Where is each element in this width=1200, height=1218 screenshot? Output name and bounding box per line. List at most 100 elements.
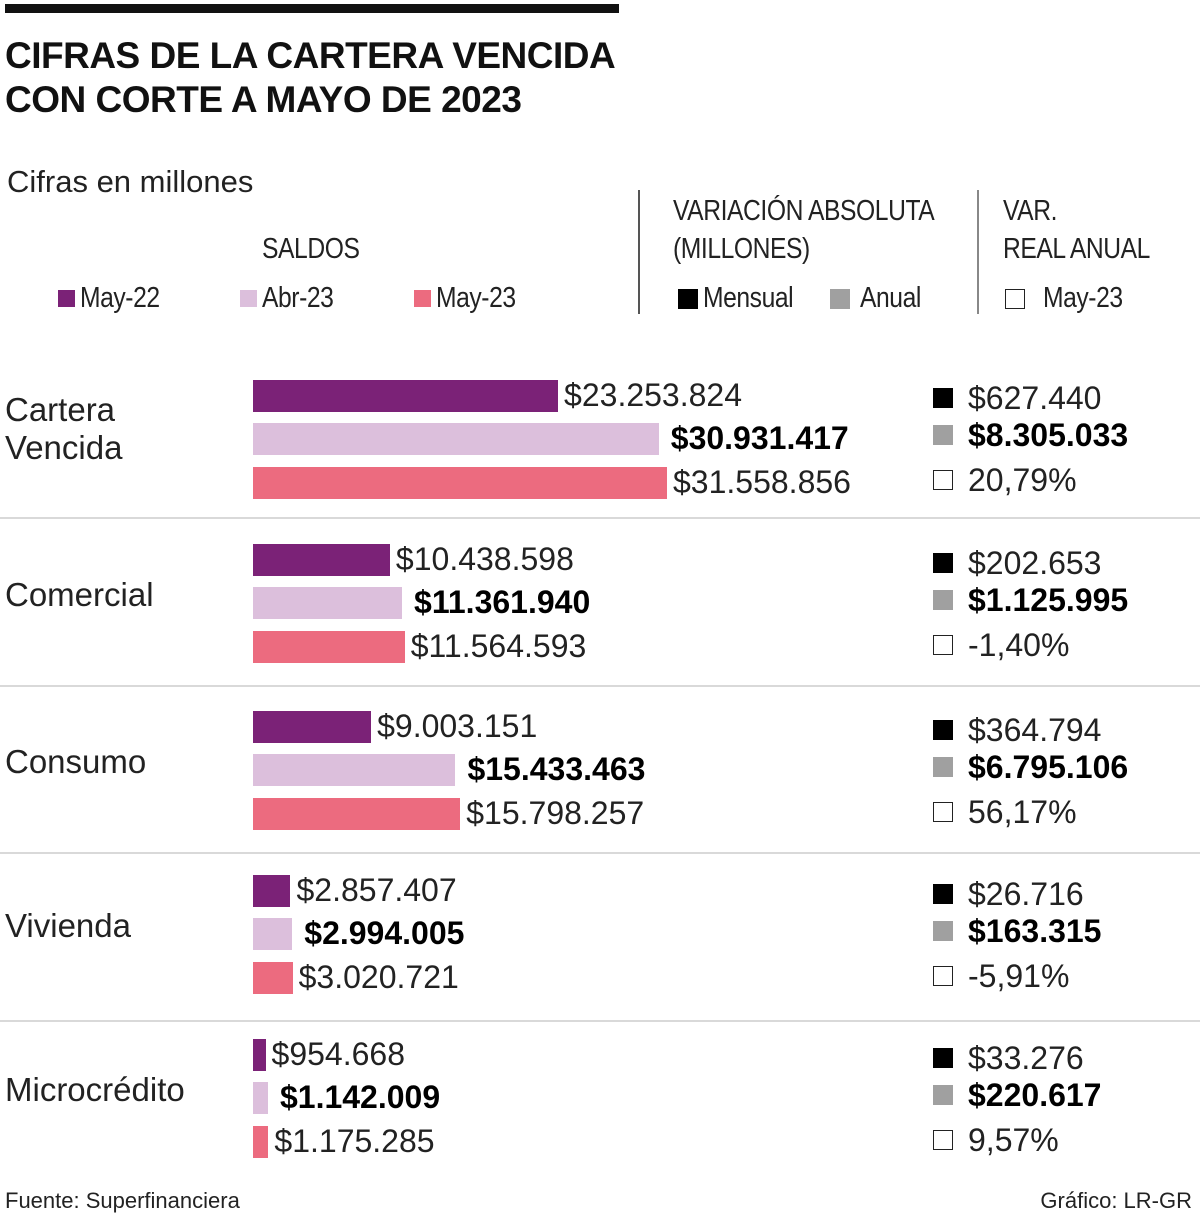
var-real-anual-item: 56,17% [933, 794, 1077, 830]
legend-label: Mensual [703, 282, 794, 314]
bar-value-label: $2.857.407 [296, 872, 457, 908]
square-marker-icon [933, 921, 953, 941]
legend-swatch-icon [678, 288, 698, 309]
bar-value-label: $9.003.151 [377, 708, 538, 744]
variacion-anual-item: $8.305.033 [933, 417, 1128, 453]
title-line-2: CON CORTE A MAYO DE 2023 [5, 79, 522, 120]
legend-label: Anual [860, 282, 921, 314]
legend-variacion-title-1: VARIACIÓN ABSOLUTA [673, 195, 935, 227]
variacion-anual-item: $220.617 [933, 1077, 1101, 1113]
bar-vivienda-may-23 [253, 962, 293, 994]
legend-item-abr23: Abr-23 [240, 282, 346, 315]
bar-comercial-abr-23 [253, 587, 403, 619]
legend-swatch-icon [1005, 288, 1025, 309]
square-marker-icon [933, 720, 953, 740]
legend-item-may23: May-23 [414, 282, 530, 315]
title-line-1: CIFRAS DE LA CARTERA VENCIDA [5, 35, 616, 76]
square-marker-icon [933, 1048, 953, 1068]
variacion-anual-item: $163.315 [933, 913, 1101, 949]
var-real-anual-item: -5,91% [933, 958, 1069, 994]
variacion-anual-item: $1.125.995 [933, 582, 1128, 618]
square-marker-icon [933, 388, 953, 408]
variacion-anual-item: $6.795.106 [933, 749, 1128, 785]
legend-var-real-title-2: REAL ANUAL [1003, 233, 1150, 265]
bar-value-label: $3.020.721 [298, 959, 459, 995]
variacion-mensual-item: $33.276 [933, 1040, 1084, 1076]
chart-subtitle: Cifras en millones [7, 164, 254, 199]
square-marker-icon [933, 470, 953, 490]
legend-item-may22: May-22 [58, 282, 174, 315]
legend-swatch-icon [240, 290, 257, 307]
source-note: Fuente: Superfinanciera [5, 1188, 240, 1213]
bar-value-label: $30.931.417 [670, 420, 849, 456]
variacion-anual-value: $220.617 [968, 1077, 1102, 1113]
variacion-mensual-item: $202.653 [933, 545, 1101, 581]
variacion-mensual-value: $26.716 [968, 876, 1084, 912]
var-real-anual-item: 20,79% [933, 462, 1077, 498]
category-label-comercial: Comercial [5, 576, 154, 613]
bar-consumo-may-23 [253, 798, 461, 830]
bar-comercial-may-23 [253, 631, 405, 663]
legend-swatch-icon [830, 288, 850, 309]
bar-value-label: $15.798.257 [466, 795, 645, 831]
square-marker-icon [933, 590, 953, 610]
square-marker-icon [933, 1130, 953, 1150]
bar-vivienda-abr-23 [253, 918, 293, 950]
square-marker-icon [933, 966, 953, 986]
bar-value-label: $11.361.940 [414, 584, 591, 620]
bar-value-label: $23.253.824 [564, 377, 742, 413]
variacion-anual-value: $8.305.033 [968, 417, 1129, 453]
bar-cartera-vencida-may-23 [253, 467, 667, 499]
bar-value-label: $1.175.285 [274, 1123, 435, 1159]
var-real-anual-value: 20,79% [968, 462, 1077, 498]
square-marker-icon [933, 425, 953, 445]
square-marker-icon [933, 635, 953, 655]
bar-value-label: $31.558.856 [673, 464, 851, 500]
category-label-consumo: Consumo [5, 743, 147, 780]
legend-var-real-title-1: VAR. [1003, 195, 1058, 227]
variacion-anual-value: $6.795.106 [968, 749, 1129, 785]
bar-value-label: $11.564.593 [410, 628, 587, 664]
bar-value-label: $2.994.005 [304, 915, 465, 951]
bar-microcredito-may-22 [253, 1039, 266, 1071]
var-real-anual-value: -5,91% [968, 958, 1070, 994]
legend-divider [977, 190, 979, 314]
var-real-anual-item: 9,57% [933, 1122, 1059, 1158]
variacion-mensual-value: $202.653 [968, 545, 1102, 581]
bar-consumo-abr-23 [253, 754, 456, 786]
row-separator [0, 685, 1200, 687]
legend-label: May-23 [436, 282, 516, 314]
top-rule [5, 4, 619, 13]
legend-variacion-title-2: (MILLONES) [673, 233, 810, 265]
bar-microcredito-may-23 [253, 1126, 269, 1158]
bar-value-label: $10.438.598 [395, 541, 574, 577]
legend-label: May-23 [1043, 282, 1123, 314]
var-real-anual-value: 9,57% [968, 1122, 1059, 1158]
bar-microcredito-abr-23 [253, 1082, 268, 1114]
credit-note: Gráfico: LR-GR [1040, 1188, 1192, 1213]
legend-label: May-22 [80, 282, 160, 314]
legend-swatch-icon [58, 290, 75, 307]
category-label-microcredito: Microcrédito [5, 1071, 185, 1108]
var-real-anual-value: 56,17% [968, 794, 1077, 830]
legend-divider [638, 190, 640, 314]
variacion-anual-value: $163.315 [968, 913, 1102, 949]
row-separator [0, 852, 1200, 854]
bar-value-label: $1.142.009 [279, 1079, 441, 1115]
legend-item-mensual: Mensual [678, 282, 809, 315]
legend-saldos-title: SALDOS [262, 233, 360, 265]
variacion-mensual-item: $26.716 [933, 876, 1084, 912]
square-marker-icon [933, 757, 953, 777]
legend-item-anual: Anual [830, 282, 932, 315]
bar-cartera-vencida-abr-23 [253, 423, 659, 455]
variacion-mensual-value: $364.794 [968, 712, 1102, 748]
legend-label: Abr-23 [262, 282, 334, 314]
square-marker-icon [933, 802, 953, 822]
bar-value-label: $15.433.463 [467, 751, 646, 787]
variacion-mensual-value: $627.440 [968, 380, 1102, 416]
bar-vivienda-may-22 [253, 875, 291, 907]
category-label-vivienda: Vivienda [5, 907, 131, 944]
legend-item-var-real-may23: May-23 [1005, 282, 1137, 315]
variacion-anual-value: $1.125.995 [968, 582, 1129, 618]
variacion-mensual-value: $33.276 [968, 1040, 1084, 1076]
